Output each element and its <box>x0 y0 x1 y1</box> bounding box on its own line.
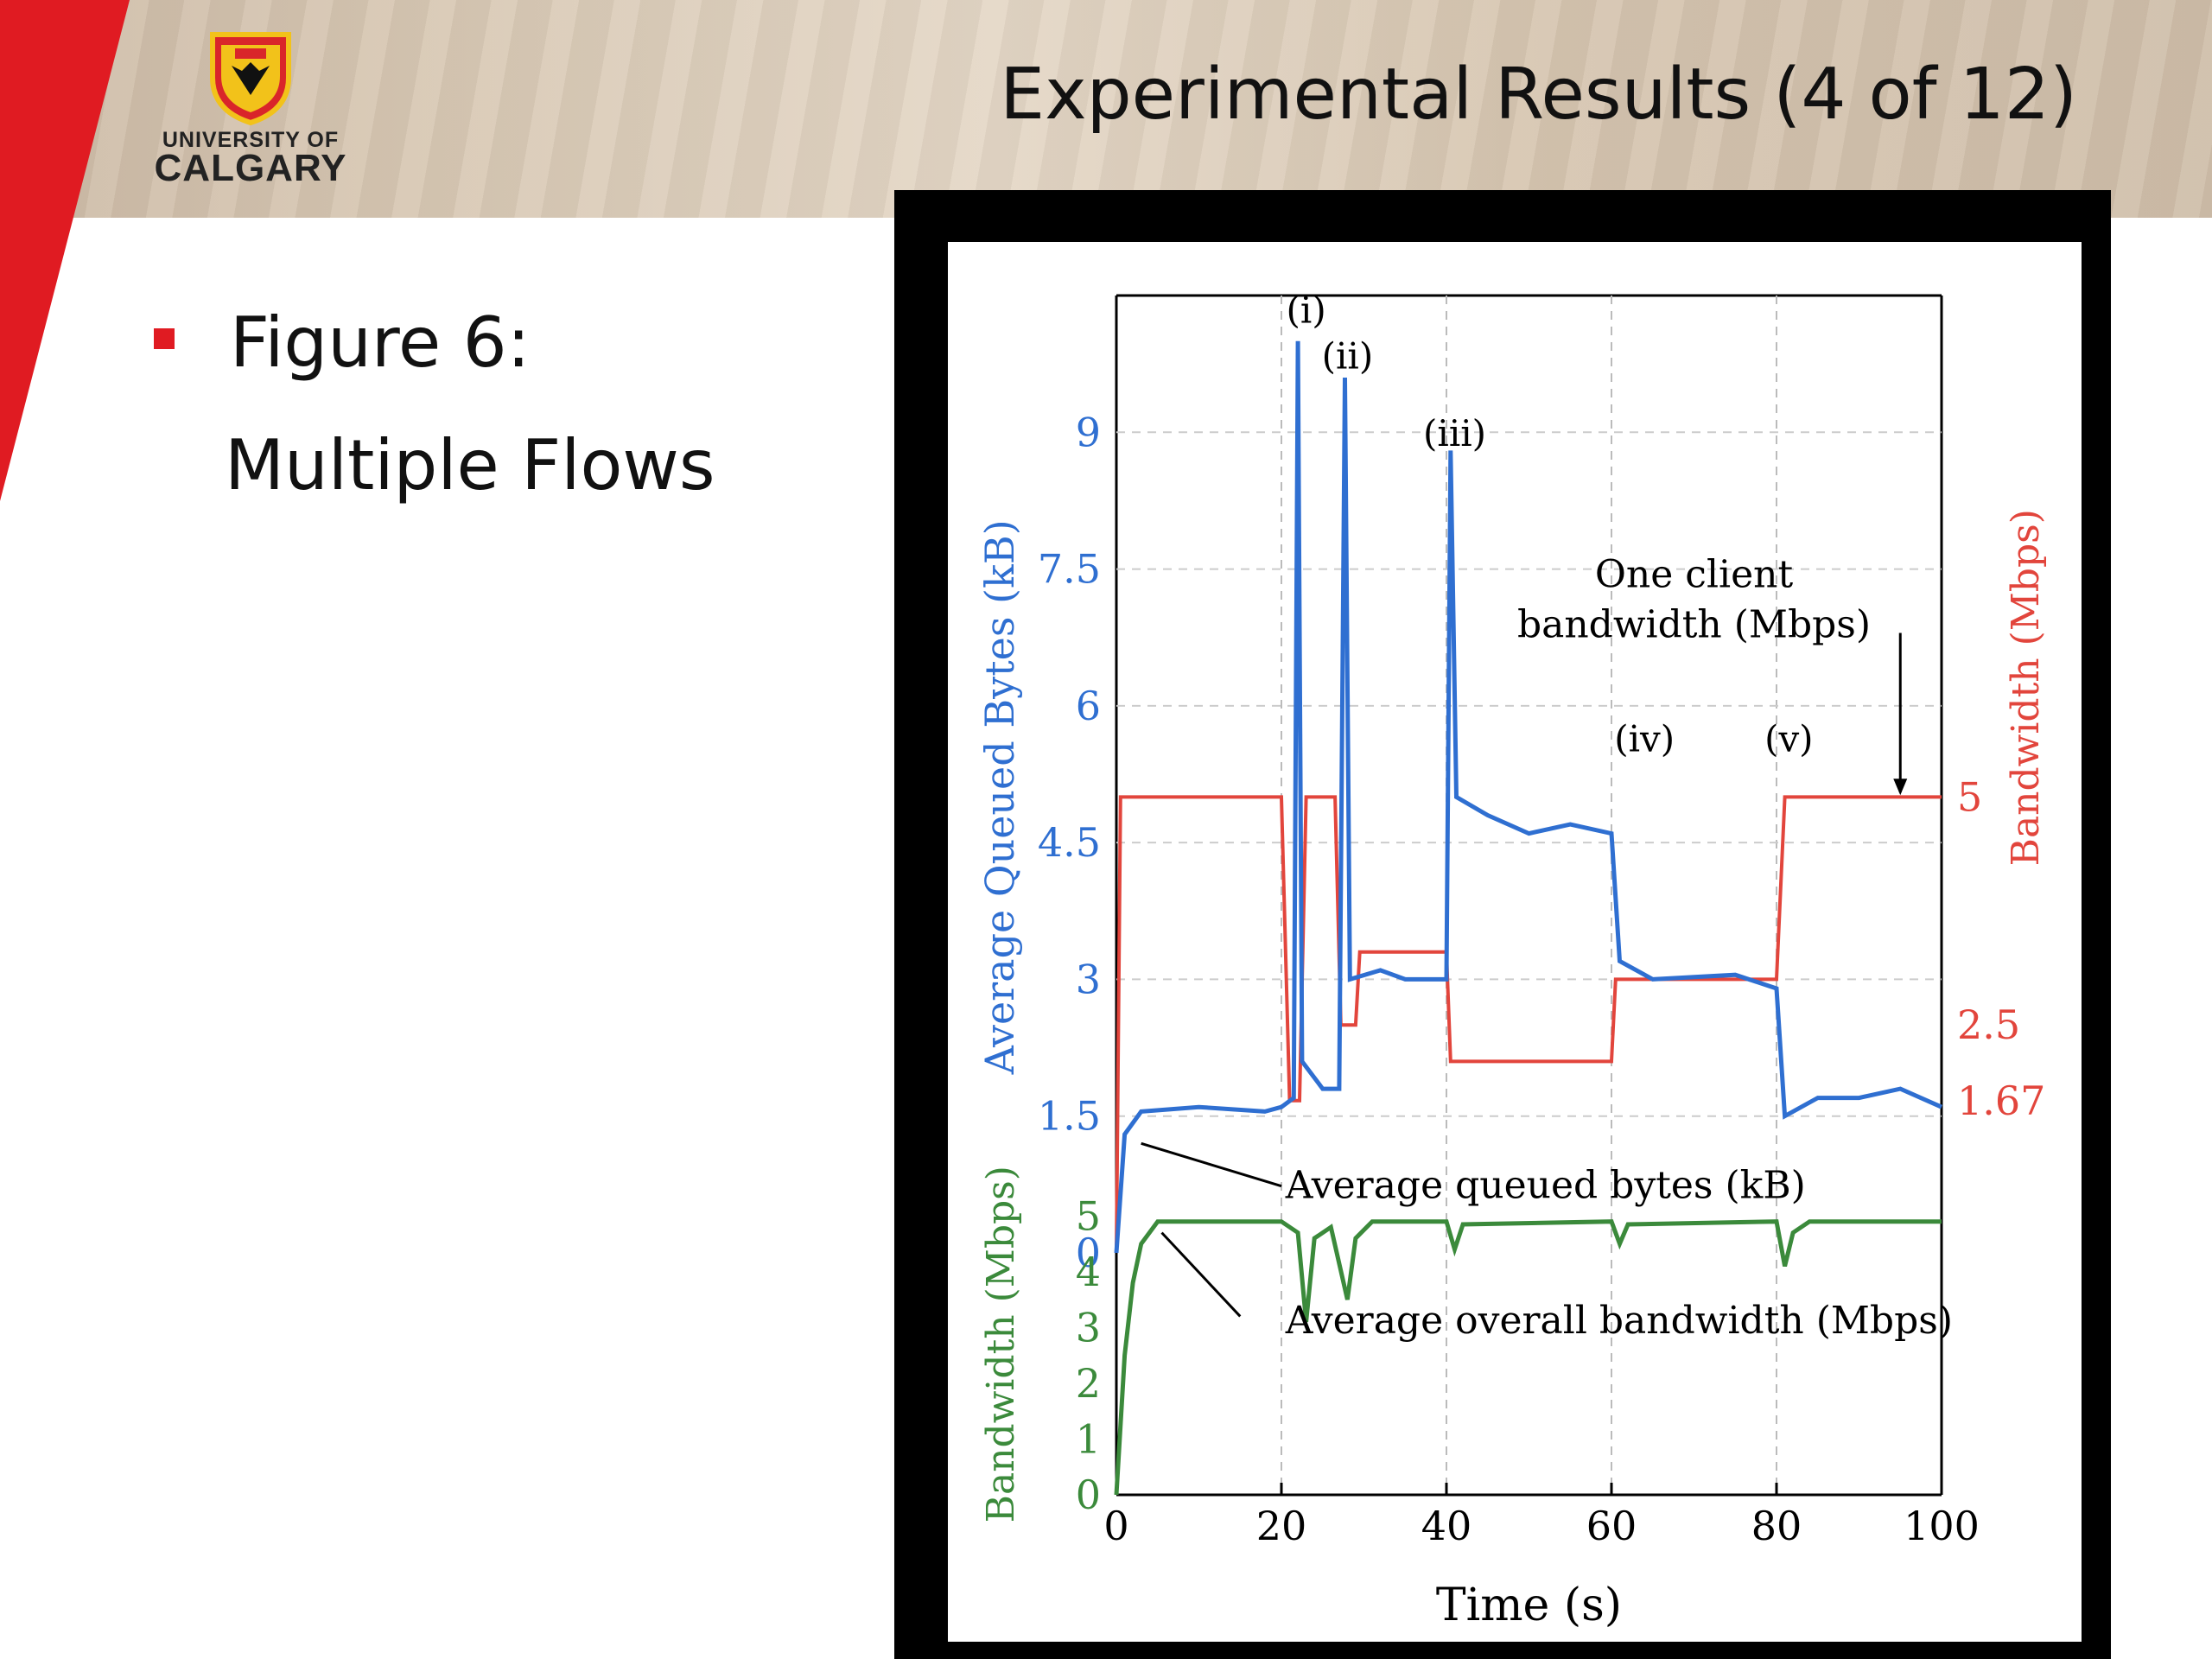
figure-frame: 0 20 40 60 80 100 Time (s) 0 1.5 3 4.5 6 7.5 9 Average… <box>894 190 2111 1659</box>
bullet-text-line2: Multiple Flows <box>225 425 715 505</box>
logo-text-university-of: UNIVERSITY OF <box>162 128 340 152</box>
x-tick-label: 20 <box>1256 1503 1307 1549</box>
left-y-tick-label: 7.5 <box>1038 546 1101 593</box>
x-tick-label: 80 <box>1751 1503 1802 1549</box>
left-y-tick-label: 0 <box>1076 1230 1101 1276</box>
arrow-average-queued-bytes <box>1141 1141 1282 1188</box>
arrow-average-overall-bandwidth <box>1160 1231 1242 1318</box>
right-y-tick-label: 2.5 <box>1957 1001 2020 1048</box>
header-banner <box>0 0 2212 218</box>
x-axis-title: Time (s) <box>1436 1580 1622 1631</box>
crest-icon <box>210 32 291 126</box>
bottom-y-tick-label: 4 <box>1076 1249 1101 1295</box>
figure-panel: 0 20 40 60 80 100 Time (s) 0 1.5 3 4.5 6 7.5 9 Average… <box>948 242 2082 1642</box>
x-tick-label: 0 <box>1103 1503 1128 1549</box>
logo-text-calgary: CALGARY <box>154 147 347 189</box>
x-tick-label: 60 <box>1586 1503 1637 1549</box>
left-y-tick-label: 6 <box>1076 683 1101 729</box>
x-tick-label: 40 <box>1421 1503 1472 1549</box>
annotation-i: (i) <box>1287 289 1326 332</box>
series-line-average-queued-bytes <box>1114 340 1943 1254</box>
annotation-iii: (iii) <box>1423 412 1486 454</box>
university-logo: UNIVERSITY OF CALGARY <box>138 31 363 195</box>
left-y-tick-label: 3 <box>1076 956 1101 1002</box>
right-y-tick-label: 1.67 <box>1957 1077 2045 1124</box>
left-y-tick-label: 1.5 <box>1038 1093 1101 1140</box>
right-y-tick-label: 5 <box>1957 773 1982 820</box>
bottom-y-axis-title: Bandwidth (Mbps) <box>979 1166 1023 1522</box>
left-y-tick-label: 9 <box>1076 409 1101 455</box>
annotation-ii: (ii) <box>1322 334 1374 377</box>
left-y-axis-title: Average Queued Bytes (kB) <box>976 519 1023 1075</box>
annotation-v: (v) <box>1764 718 1814 760</box>
bottom-y-tick-label: 1 <box>1076 1415 1101 1462</box>
bottom-y-tick-label: 2 <box>1076 1360 1101 1407</box>
annotation-iv: (iv) <box>1614 718 1675 760</box>
bullet-icon <box>154 328 175 349</box>
red-accent-stripe <box>0 0 130 501</box>
bottom-y-tick-label: 0 <box>1076 1471 1101 1518</box>
series-line-one-client-bandwidth <box>1115 795 1942 1254</box>
right-y-axis-title: Bandwidth (Mbps) <box>2004 509 2048 866</box>
bottom-y-tick-label: 5 <box>1076 1192 1101 1239</box>
annotation-average-queued-bytes: Average queued bytes (kB) <box>1285 1164 1806 1208</box>
slide-title: Experimental Results (4 of 12) <box>1000 54 2077 136</box>
annotation-one-client: One client <box>1595 553 1794 597</box>
left-y-tick-label: 4.5 <box>1038 819 1101 866</box>
x-tick-label: 100 <box>1904 1503 1980 1549</box>
bullet-text-line1: Figure 6: <box>230 302 531 383</box>
bottom-y-tick-label: 3 <box>1076 1304 1101 1351</box>
arrowhead-one-client <box>1893 779 1908 796</box>
series-line-average-overall-bandwidth <box>1114 1219 1942 1496</box>
annotation-average-overall-bandwidth: Average overall bandwidth (Mbps) <box>1285 1299 1953 1343</box>
annotation-bandwidth-mbps: bandwidth (Mbps) <box>1517 603 1871 647</box>
